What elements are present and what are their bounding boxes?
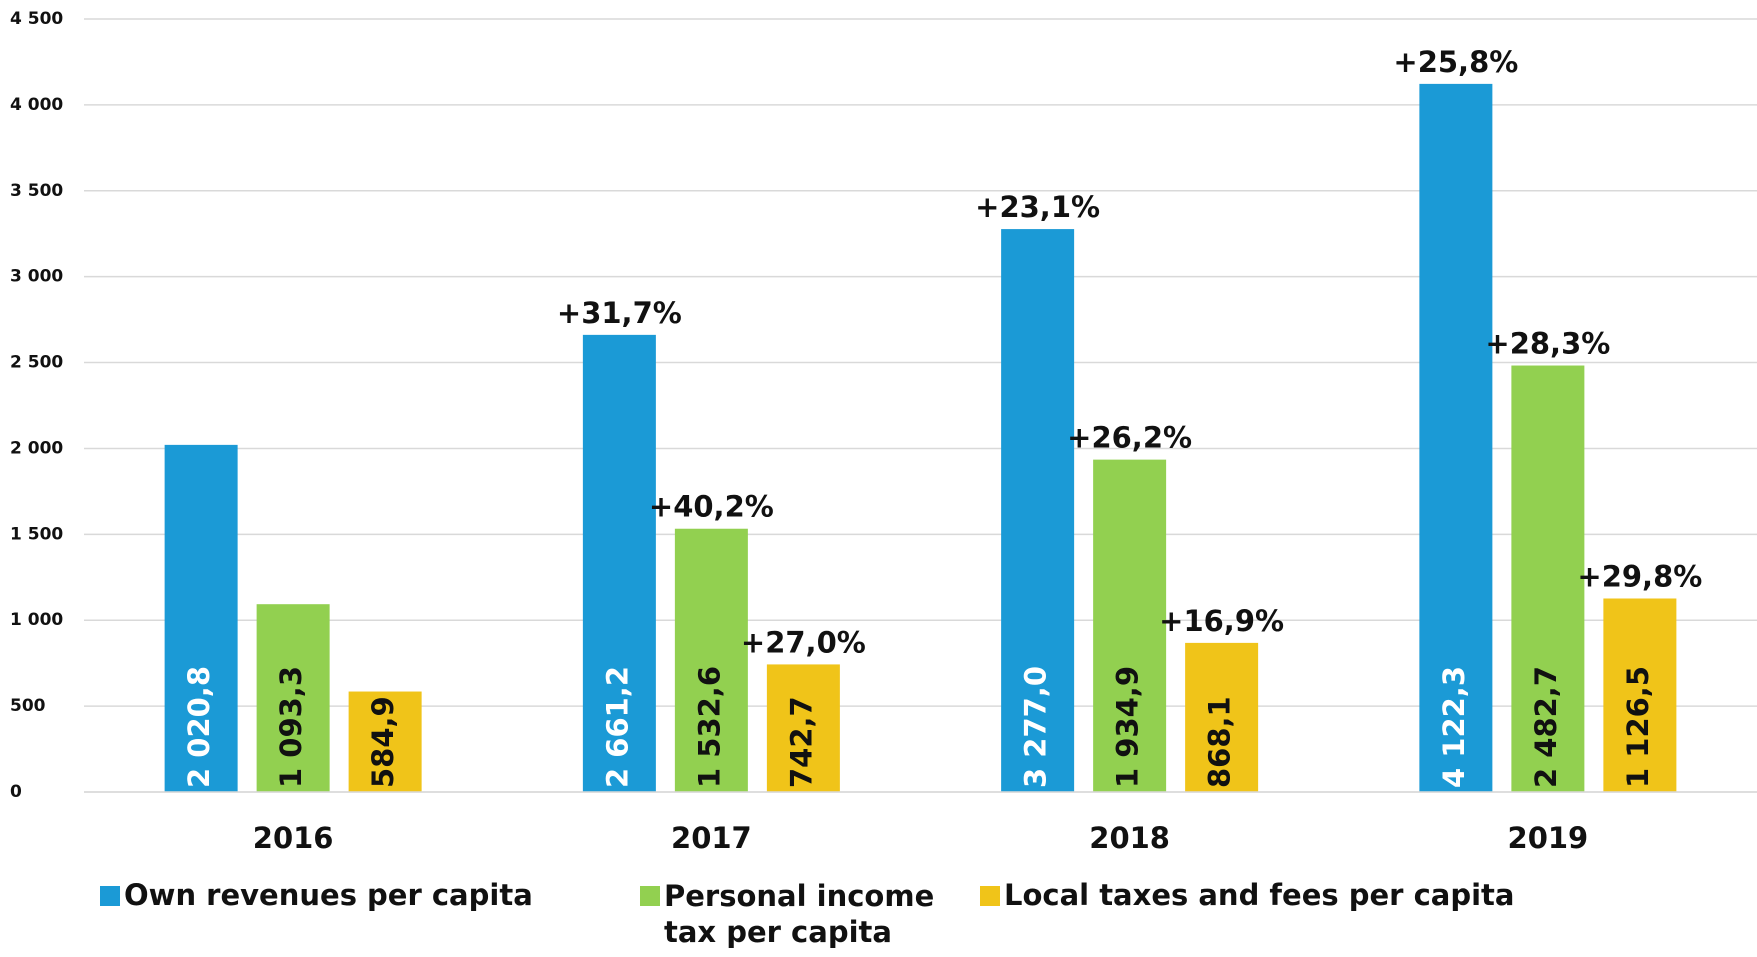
- y-tick-label: 3 000: [10, 267, 63, 287]
- value-label: 1 532,6: [692, 666, 726, 788]
- value-label: 2 482,7: [1529, 666, 1563, 788]
- y-tick-label: 1 500: [10, 524, 63, 544]
- y-tick-label: 1 000: [10, 610, 63, 630]
- y-tick-label: 2 000: [10, 438, 63, 458]
- y-tick-label: 3 500: [10, 181, 63, 201]
- growth-label: +40,2%: [649, 490, 774, 524]
- value-label: 584,9: [366, 696, 400, 788]
- y-tick-label: 500: [10, 696, 46, 716]
- y-tick-label: 4 500: [10, 9, 63, 29]
- legend-swatch: [640, 886, 660, 906]
- legend-label: Own revenues per capita: [124, 878, 533, 912]
- bar: [1603, 598, 1677, 792]
- bar: [582, 334, 656, 792]
- bar: [674, 528, 748, 792]
- y-tick-label: 0: [10, 782, 22, 802]
- x-tick-label: 2018: [1089, 821, 1170, 855]
- value-label: 3 277,0: [1019, 666, 1053, 788]
- legend-label: Local taxes and fees per capita: [1004, 878, 1515, 912]
- bar: [1001, 229, 1075, 792]
- y-tick-label: 2 500: [10, 353, 63, 373]
- legend-swatch: [100, 886, 120, 906]
- x-tick-label: 2016: [253, 821, 334, 855]
- bar: [1185, 642, 1259, 792]
- legend-label: Personal income tax per capita: [664, 879, 935, 949]
- growth-label: +23,1%: [975, 190, 1100, 224]
- growth-label: +16,9%: [1159, 604, 1284, 638]
- value-label: 4 122,3: [1437, 666, 1471, 788]
- value-label: 2 020,8: [182, 666, 216, 788]
- value-label: 1 093,3: [274, 666, 308, 788]
- y-tick-label: 4 000: [10, 95, 63, 115]
- legend-swatch: [980, 886, 1000, 906]
- growth-label: +27,0%: [741, 625, 866, 659]
- bar: [256, 604, 330, 792]
- bar: [1093, 459, 1167, 792]
- value-label: 2 661,2: [600, 666, 634, 788]
- bar: [348, 691, 422, 792]
- legend-item: Own revenues per capita: [100, 878, 640, 950]
- x-tick-label: 2017: [671, 821, 752, 855]
- chart: 0 500 1 000 1 500 2 000 2 500 3 000 3 500 4 000 4…: [10, 9, 1757, 855]
- bar: [1419, 83, 1493, 792]
- growth-label: +25,8%: [1393, 45, 1518, 79]
- growth-label: +28,3%: [1485, 327, 1610, 361]
- legend-item: Personal income tax per capita: [640, 878, 980, 950]
- growth-label: +31,7%: [557, 296, 682, 330]
- bar: [1511, 365, 1585, 792]
- bar: [164, 444, 238, 792]
- value-label: 868,1: [1203, 696, 1237, 788]
- bar: [766, 664, 840, 792]
- growth-label: +29,8%: [1577, 559, 1702, 593]
- value-label: 742,7: [784, 696, 818, 788]
- x-tick-label: 2019: [1508, 821, 1589, 855]
- value-label: 1 126,5: [1621, 666, 1655, 788]
- growth-label: +26,2%: [1067, 421, 1192, 455]
- legend-item: Local taxes and fees per capita: [980, 878, 1540, 950]
- value-label: 1 934,9: [1111, 666, 1145, 788]
- legend: Own revenues per capita Personal income t…: [100, 878, 1720, 950]
